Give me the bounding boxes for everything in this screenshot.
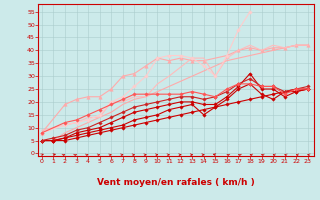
X-axis label: Vent moyen/en rafales ( km/h ): Vent moyen/en rafales ( km/h ) (97, 178, 255, 187)
